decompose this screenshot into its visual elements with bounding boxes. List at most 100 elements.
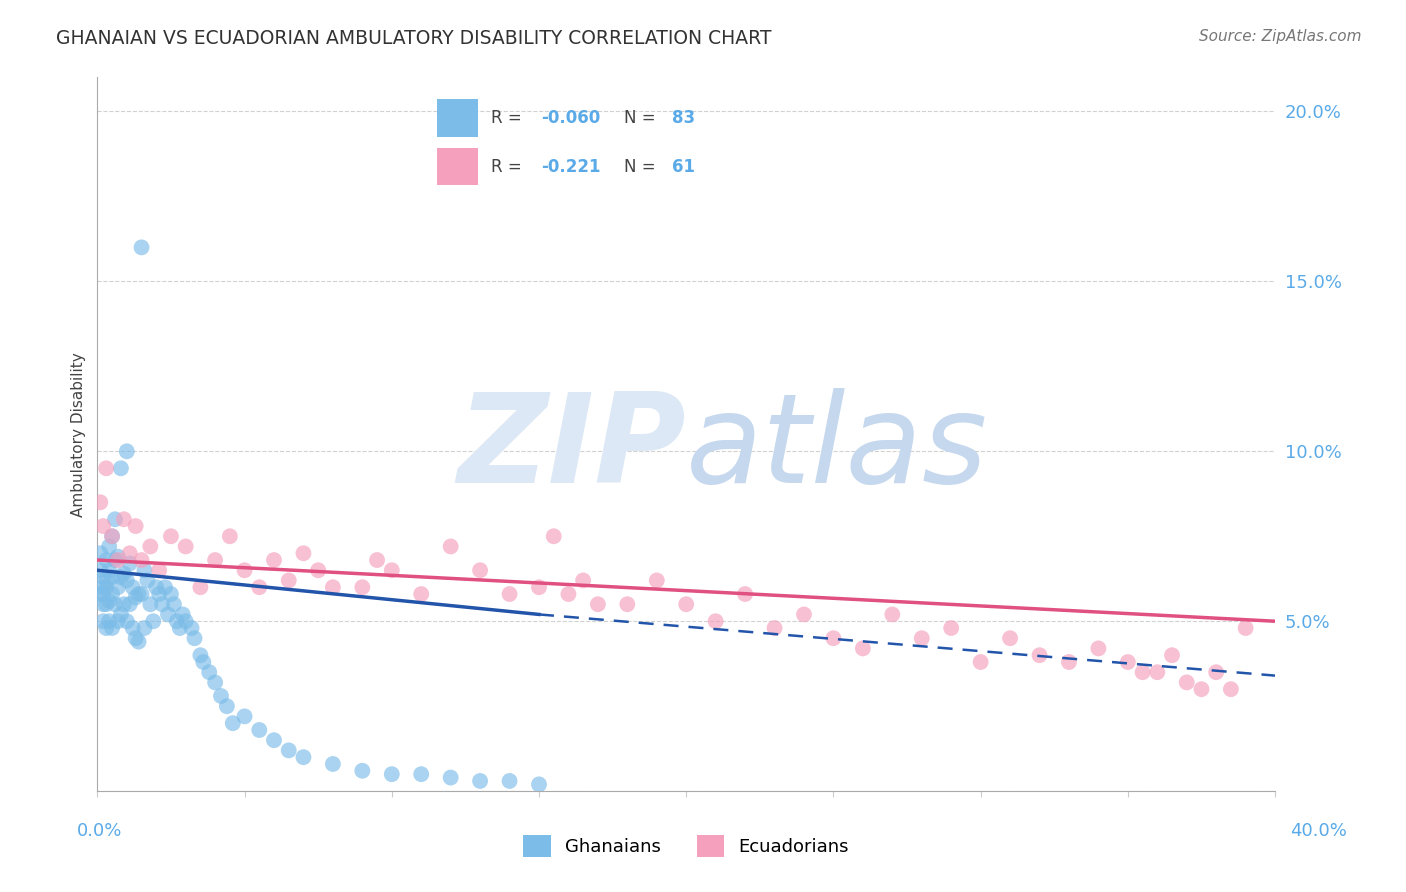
- Point: [169, 621, 191, 635]
- Point: [139, 540, 162, 554]
- Point: [1219, 682, 1241, 697]
- Point: [204, 675, 226, 690]
- Point: [1028, 648, 1050, 663]
- Point: [1146, 665, 1168, 680]
- Point: [247, 580, 270, 594]
- Point: [104, 512, 127, 526]
- Point: [112, 512, 135, 526]
- Legend: Ghanaians, Ecuadorians: Ghanaians, Ecuadorians: [516, 828, 856, 864]
- Point: [277, 574, 299, 588]
- Point: [292, 750, 315, 764]
- Point: [121, 621, 143, 635]
- Point: [882, 607, 904, 622]
- Point: [381, 563, 404, 577]
- Point: [101, 587, 124, 601]
- Point: [112, 597, 135, 611]
- Point: [134, 621, 156, 635]
- Point: [263, 553, 285, 567]
- Point: [91, 519, 114, 533]
- Point: [150, 597, 173, 611]
- Point: [352, 580, 374, 594]
- Point: [440, 771, 463, 785]
- Point: [468, 774, 491, 789]
- Text: atlas: atlas: [686, 388, 988, 509]
- Point: [218, 529, 240, 543]
- Point: [1205, 665, 1227, 680]
- Point: [98, 614, 121, 628]
- Point: [307, 563, 329, 577]
- Point: [98, 594, 121, 608]
- Point: [104, 597, 127, 611]
- Point: [969, 655, 991, 669]
- Point: [156, 607, 179, 622]
- Point: [190, 580, 212, 594]
- Point: [1057, 655, 1080, 669]
- Point: [128, 634, 150, 648]
- Point: [557, 587, 579, 601]
- Point: [124, 591, 146, 605]
- Point: [153, 580, 176, 594]
- Point: [498, 774, 520, 789]
- Point: [96, 597, 118, 611]
- Point: [145, 580, 167, 594]
- Point: [1191, 682, 1213, 697]
- Point: [183, 631, 205, 645]
- Text: 40.0%: 40.0%: [1291, 822, 1347, 840]
- Point: [101, 529, 124, 543]
- Point: [233, 563, 256, 577]
- Point: [115, 614, 138, 628]
- Point: [1132, 665, 1154, 680]
- Point: [91, 597, 114, 611]
- Point: [124, 631, 146, 645]
- Point: [180, 621, 202, 635]
- Point: [277, 743, 299, 757]
- Point: [675, 597, 697, 611]
- Point: [543, 529, 565, 543]
- Point: [247, 723, 270, 737]
- Point: [160, 587, 183, 601]
- Point: [91, 570, 114, 584]
- Point: [263, 733, 285, 747]
- Point: [101, 621, 124, 635]
- Point: [96, 461, 118, 475]
- Text: ZIP: ZIP: [457, 388, 686, 509]
- Point: [96, 553, 118, 567]
- Point: [527, 777, 550, 791]
- Point: [115, 444, 138, 458]
- Point: [98, 563, 121, 577]
- Point: [107, 580, 129, 594]
- Point: [166, 614, 188, 628]
- Point: [468, 563, 491, 577]
- Point: [89, 563, 111, 577]
- Point: [616, 597, 638, 611]
- Point: [107, 549, 129, 564]
- Point: [148, 587, 170, 601]
- Point: [163, 597, 186, 611]
- Point: [134, 563, 156, 577]
- Point: [411, 767, 433, 781]
- Text: 0.0%: 0.0%: [77, 822, 122, 840]
- Point: [148, 563, 170, 577]
- Point: [941, 621, 963, 635]
- Point: [190, 648, 212, 663]
- Point: [209, 689, 232, 703]
- Point: [107, 614, 129, 628]
- Point: [118, 557, 141, 571]
- Point: [440, 540, 463, 554]
- Point: [110, 570, 132, 584]
- Point: [172, 607, 194, 622]
- Point: [89, 546, 111, 560]
- Point: [124, 519, 146, 533]
- Point: [204, 553, 226, 567]
- Point: [823, 631, 845, 645]
- Point: [91, 587, 114, 601]
- Point: [118, 597, 141, 611]
- Point: [142, 614, 165, 628]
- Point: [96, 574, 118, 588]
- Point: [366, 553, 388, 567]
- Point: [233, 709, 256, 723]
- Point: [91, 580, 114, 594]
- Point: [101, 570, 124, 584]
- Point: [91, 614, 114, 628]
- Point: [174, 540, 197, 554]
